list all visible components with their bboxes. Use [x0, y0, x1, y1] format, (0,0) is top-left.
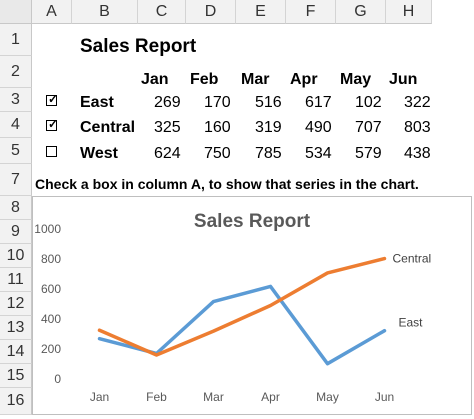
series-label-east: East [80, 94, 114, 111]
checkbox-west[interactable] [46, 146, 57, 157]
value-cell[interactable]: 102 [355, 94, 382, 111]
row-header[interactable]: 7 [0, 164, 32, 196]
row-header[interactable]: 16 [0, 388, 32, 415]
instruction-text: Check a box in column A, to show that se… [35, 176, 419, 192]
x-tick-label: May [316, 390, 339, 404]
row-header[interactable]: 8 [0, 196, 32, 220]
row-header[interactable]: 15 [0, 364, 32, 388]
row-header[interactable]: 2 [0, 56, 32, 88]
select-all-corner[interactable] [0, 0, 32, 24]
value-cell[interactable]: 707 [355, 119, 382, 136]
value-cell[interactable]: 803 [404, 119, 431, 136]
y-tick-label: 0 [54, 372, 61, 386]
month-header: Apr [290, 71, 318, 88]
month-header: Jun [389, 71, 418, 88]
row-header[interactable]: 12 [0, 292, 32, 316]
y-tick-label: 200 [41, 342, 61, 356]
value-cell[interactable]: 516 [255, 94, 282, 111]
row-header[interactable]: 4 [0, 112, 32, 138]
value-cell[interactable]: 534 [305, 145, 332, 162]
column-header-e[interactable]: E [236, 0, 286, 24]
series-data-label-central: Central [393, 252, 432, 266]
month-header: May [340, 71, 372, 88]
row-header[interactable]: 9 [0, 220, 32, 244]
row-header[interactable]: 3 [0, 88, 32, 112]
row-header[interactable]: 5 [0, 138, 32, 164]
column-header-a[interactable]: A [32, 0, 72, 24]
series-data-label-east: East [399, 316, 424, 330]
value-cell[interactable]: 319 [255, 119, 282, 136]
y-tick-label: 400 [41, 312, 61, 326]
value-cell[interactable]: 579 [355, 145, 382, 162]
month-header: Mar [241, 71, 270, 88]
y-tick-label: 1000 [34, 222, 61, 236]
x-tick-label: Apr [261, 390, 280, 404]
value-cell[interactable]: 438 [404, 145, 431, 162]
row-header[interactable]: 1 [0, 24, 32, 56]
column-header-f[interactable]: F [286, 0, 336, 24]
series-label-central: Central [80, 119, 136, 136]
value-cell[interactable]: 617 [305, 94, 332, 111]
value-cell[interactable]: 160 [204, 119, 231, 136]
value-cell[interactable]: 785 [255, 145, 282, 162]
checkbox-central[interactable]: ✓ [46, 117, 59, 131]
row-header[interactable]: 11 [0, 268, 32, 292]
x-tick-label: Jun [375, 390, 394, 404]
checkbox-east[interactable]: ✓ [46, 92, 59, 106]
row-header[interactable]: 14 [0, 340, 32, 364]
y-tick-label: 600 [41, 282, 61, 296]
series-label-west: West [80, 145, 118, 162]
value-cell[interactable]: 750 [204, 145, 231, 162]
value-cell[interactable]: 490 [305, 119, 332, 136]
x-tick-label: Mar [203, 390, 224, 404]
column-header-h[interactable]: H [386, 0, 432, 24]
y-tick-label: 800 [41, 252, 61, 266]
value-cell[interactable]: 322 [404, 94, 431, 111]
value-cell[interactable]: 269 [154, 94, 181, 111]
line-chart[interactable]: Sales Report 0 200 400 600 800 1000 Jan Feb Mar… [32, 196, 472, 415]
x-tick-label: Jan [90, 390, 109, 404]
report-title: Sales Report [80, 36, 197, 57]
value-cell[interactable]: 325 [154, 119, 181, 136]
chart-title: Sales Report [194, 211, 311, 232]
value-cell[interactable]: 170 [204, 94, 231, 111]
column-header-d[interactable]: D [186, 0, 236, 24]
column-header-c[interactable]: C [138, 0, 186, 24]
month-header: Jan [141, 71, 169, 88]
check-mark-icon: ✓ [48, 117, 59, 131]
series-line-east[interactable] [97, 284, 387, 366]
row-header[interactable]: 10 [0, 244, 32, 268]
value-cell[interactable]: 624 [154, 145, 181, 162]
x-tick-label: Feb [146, 390, 167, 404]
row-header[interactable]: 13 [0, 316, 32, 340]
series-line-central[interactable] [97, 256, 387, 357]
column-header-b[interactable]: B [72, 0, 138, 24]
month-header: Feb [190, 71, 219, 88]
column-header-g[interactable]: G [336, 0, 386, 24]
check-mark-icon: ✓ [48, 92, 59, 106]
chart-svg: Sales Report 0 200 400 600 800 1000 Jan Feb Mar… [34, 211, 432, 404]
